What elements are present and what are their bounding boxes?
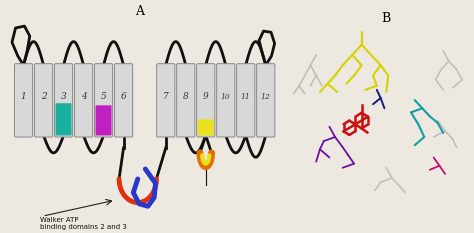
FancyBboxPatch shape (14, 64, 33, 137)
Text: A: A (136, 5, 145, 18)
FancyBboxPatch shape (74, 64, 92, 137)
Text: 3: 3 (61, 92, 66, 101)
FancyBboxPatch shape (94, 64, 113, 137)
FancyBboxPatch shape (197, 64, 215, 137)
Text: 9: 9 (203, 92, 209, 101)
Text: 6: 6 (121, 92, 127, 101)
FancyBboxPatch shape (198, 119, 214, 135)
FancyBboxPatch shape (156, 64, 175, 137)
Text: 5: 5 (100, 92, 107, 101)
Text: 4: 4 (81, 92, 86, 101)
FancyBboxPatch shape (177, 64, 195, 137)
Text: 7: 7 (163, 92, 169, 101)
FancyBboxPatch shape (55, 103, 72, 135)
Text: 11: 11 (241, 93, 251, 101)
FancyBboxPatch shape (217, 64, 235, 137)
Text: Walker ATP
binding domains 2 and 3: Walker ATP binding domains 2 and 3 (40, 217, 127, 230)
Text: 1: 1 (21, 92, 27, 101)
FancyBboxPatch shape (114, 64, 133, 137)
Text: 8: 8 (183, 92, 189, 101)
FancyBboxPatch shape (35, 64, 53, 137)
Text: 10: 10 (221, 93, 231, 101)
Text: 12: 12 (261, 93, 271, 101)
FancyBboxPatch shape (256, 64, 275, 137)
FancyBboxPatch shape (237, 64, 255, 137)
FancyBboxPatch shape (55, 64, 73, 137)
FancyBboxPatch shape (96, 105, 111, 135)
Text: 2: 2 (41, 92, 46, 101)
Text: B: B (382, 12, 391, 25)
